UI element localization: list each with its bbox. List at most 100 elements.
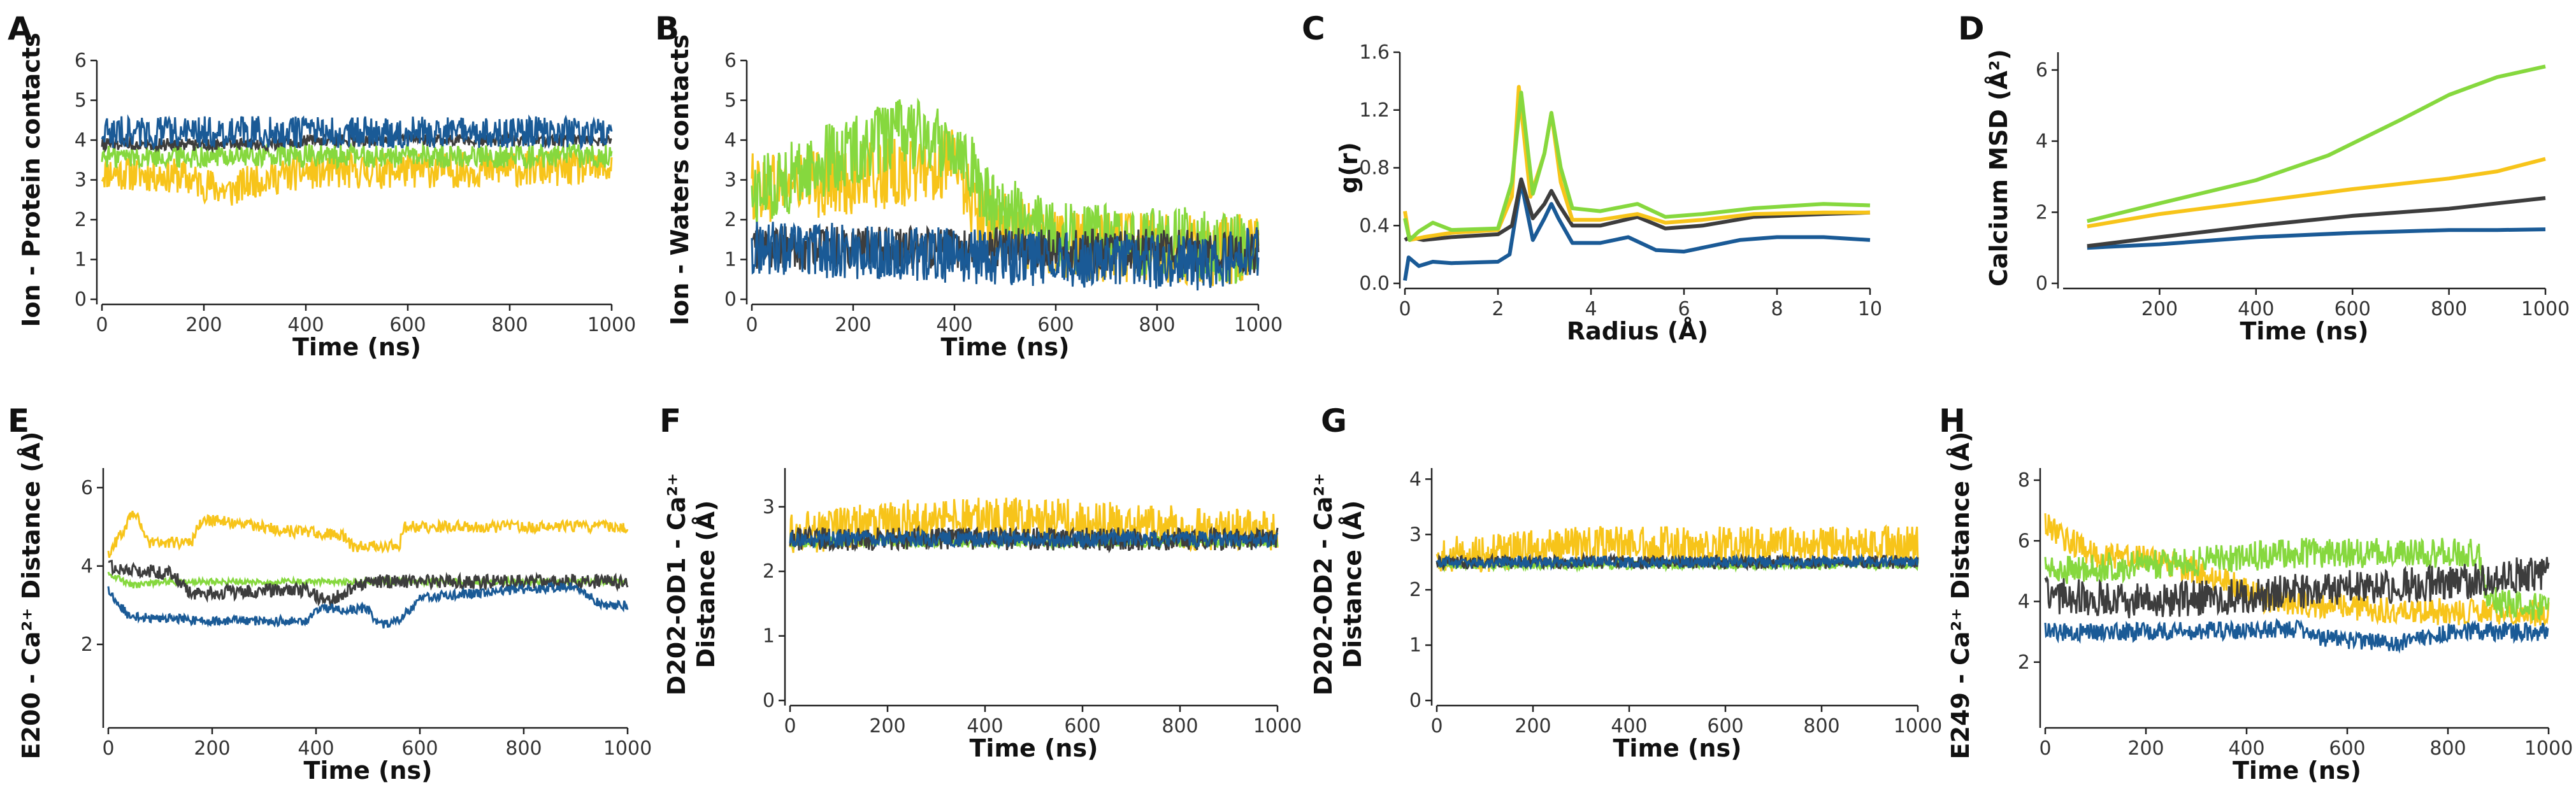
panel-D-chart: D 200 400 600 800 1000 0 2 4 6 Time (ns) Calcium MS… (1958, 10, 2570, 345)
y-tick-label: 3 (763, 496, 775, 518)
series-line-yellow (107, 510, 629, 558)
x-tick-label: 800 (2431, 298, 2467, 320)
x-tick-label: 400 (967, 715, 1003, 737)
y-tick-label: 8 (2018, 469, 2030, 492)
y-tick-label: 2 (1409, 579, 1421, 601)
series-line-blue (789, 527, 1279, 550)
x-tick-label: 1000 (587, 314, 636, 336)
x-tick-label: 4 (1585, 298, 1597, 320)
x-axis-title: Radius (Å) (1567, 317, 1708, 345)
series-line-blue (2087, 227, 2546, 250)
x-tick-label: 800 (1139, 314, 1175, 336)
x-tick-label: 1000 (603, 737, 652, 760)
y-tick-label: 4 (75, 129, 87, 152)
y-tick-label: 1 (1409, 634, 1421, 657)
y-tick-label: 6 (2036, 59, 2048, 82)
y-tick-label: 3 (1409, 523, 1421, 546)
y-tick-label: 5 (724, 90, 737, 112)
x-tick-label: 0 (1430, 715, 1443, 737)
series-line-blue (1436, 553, 1919, 571)
panel-G-chart: G 0 200 400 600 800 1000 0 1 2 3 4 Time (ns) D202-OD2… (1309, 402, 1942, 762)
y-tick-label: 4 (724, 129, 737, 152)
y-axis-title: E249 - Ca²⁺ Distance (Å) (1946, 432, 1975, 760)
x-tick-label: 0 (1399, 298, 1411, 320)
panel-letter-A: A (8, 10, 32, 47)
x-tick-label: 600 (401, 737, 438, 760)
y-tick-label: 2 (75, 209, 87, 231)
x-tick-label: 600 (1707, 715, 1743, 737)
x-tick-label: 600 (1064, 715, 1100, 737)
x-tick-label: 200 (2127, 737, 2164, 760)
y-axis-title: D202-OD1 - Ca²⁺Distance (Å) (663, 473, 720, 695)
y-tick-label: 2 (2036, 201, 2048, 224)
series-group (2087, 64, 2546, 250)
x-axis-title: Time (ns) (1613, 734, 1742, 762)
x-tick-label: 800 (2429, 737, 2466, 760)
x-tick-label: 8 (1771, 298, 1783, 320)
series-line-blue (101, 114, 613, 151)
panel-letter-G: G (1321, 402, 1347, 439)
y-tick-label: 0.0 (1359, 273, 1390, 295)
y-tick-label: 1 (724, 249, 737, 271)
x-tick-label: 800 (491, 314, 528, 336)
y-tick-label: 2 (81, 634, 93, 656)
x-tick-label: 600 (389, 314, 426, 336)
series-line-black (1404, 177, 1871, 242)
x-tick-label: 10 (1858, 298, 1882, 320)
y-axis-title: Ion - Waters contacts (666, 34, 694, 325)
x-tick-label: 1000 (2524, 737, 2573, 760)
y-tick-label: 0 (1409, 690, 1421, 712)
y-tick-label: 0 (763, 690, 775, 712)
panel-C-chart: C 0 2 4 6 8 10 0.0 0.4 0.8 1.2 1.6 Radius (Å) g(r) (1302, 10, 1882, 345)
x-tick-label: 1000 (1253, 715, 1302, 737)
series-line-yellow (2087, 157, 2546, 229)
panel-H-chart: H 0 200 400 600 800 1000 2 4 6 8 Time (ns) E249 - Ca… (1939, 402, 2573, 785)
x-tick-label: 600 (2329, 737, 2365, 760)
y-tick-label: 0 (724, 288, 737, 311)
series-line-green (101, 141, 613, 171)
x-tick-label: 400 (936, 314, 972, 336)
x-axis-title: Time (ns) (941, 333, 1070, 361)
y-tick-label: 3 (724, 169, 737, 192)
y-tick-label: 0.8 (1359, 157, 1390, 180)
y-tick-label: 6 (81, 477, 93, 499)
series-line-yellow (2044, 513, 2550, 629)
series-line-blue (107, 581, 629, 629)
y-tick-label: 0 (2036, 273, 2048, 295)
x-axis-title: Time (ns) (304, 757, 433, 785)
panel-F-chart: F 0 200 400 600 800 1000 0 1 2 3 Time (ns) D202-OD1 … (659, 402, 1302, 762)
y-tick-label: 2 (724, 209, 737, 231)
y-tick-label: 1.2 (1359, 99, 1390, 122)
x-axis-title: Time (ns) (292, 333, 421, 361)
x-tick-label: 200 (1515, 715, 1551, 737)
panel-B-chart: B 0 200 400 600 800 1000 0 1 2 3 4 5 6 Time (ns) Ion - … (655, 10, 1283, 361)
y-tick-label: 4 (1409, 468, 1421, 490)
y-tick-label: 2 (763, 560, 775, 583)
x-tick-label: 400 (1611, 715, 1647, 737)
x-tick-label: 1000 (2521, 298, 2570, 320)
x-tick-label: 600 (1037, 314, 1074, 336)
x-tick-label: 200 (869, 715, 905, 737)
y-axis-title: Calcium MSD (Å²) (1985, 49, 2013, 287)
y-axis-title: D202-OD2 - Ca²⁺Distance (Å) (1309, 473, 1367, 695)
y-tick-label: 6 (724, 50, 737, 72)
x-tick-label: 6 (1678, 298, 1690, 320)
series-line-blue (1403, 180, 1871, 281)
x-tick-label: 0 (745, 314, 758, 336)
panel-letter-H: H (1939, 402, 1966, 439)
x-tick-label: 0 (784, 715, 796, 737)
y-tick-label: 1 (75, 249, 87, 271)
series-line-green (1403, 90, 1871, 242)
x-tick-label: 0 (102, 737, 114, 760)
x-tick-label: 0 (96, 314, 108, 336)
series-group (101, 114, 613, 206)
series-line-blue (2044, 618, 2549, 654)
y-tick-label: 1 (763, 625, 775, 648)
x-tick-label: 1000 (1234, 314, 1283, 336)
series-group (2044, 513, 2550, 654)
x-tick-label: 400 (298, 737, 334, 760)
x-tick-label: 200 (835, 314, 871, 336)
y-tick-label: 0 (75, 288, 87, 311)
y-tick-label: 4 (81, 555, 93, 578)
